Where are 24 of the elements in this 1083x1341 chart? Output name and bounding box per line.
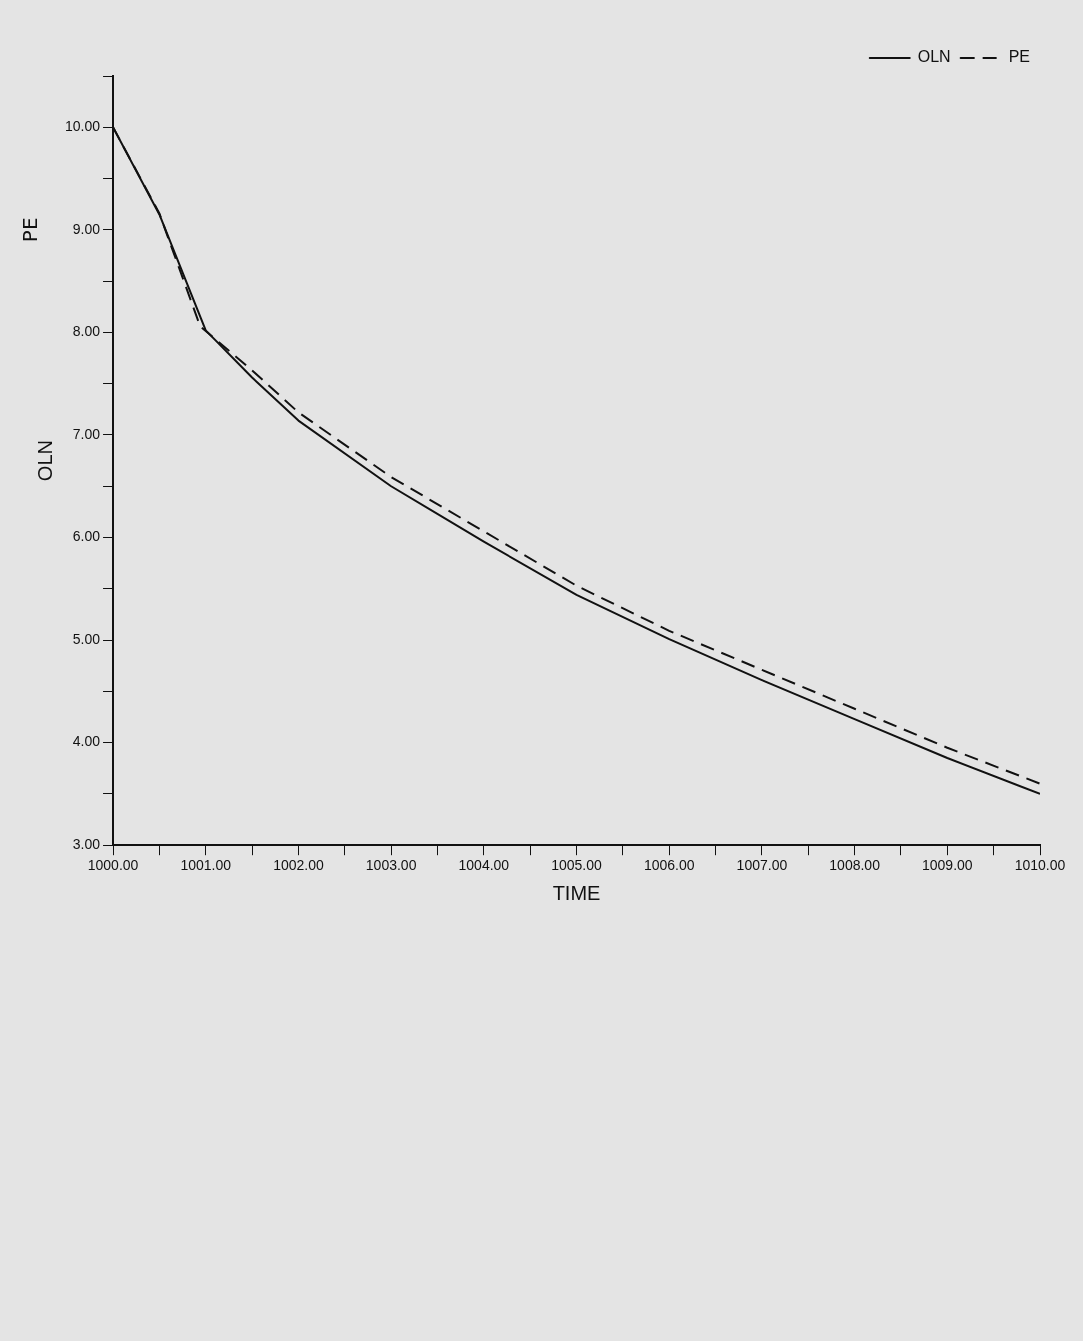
y-axis-title: OLN <box>33 440 56 482</box>
legend-label: OLN <box>917 48 951 66</box>
x-tick-label: 1006.00 <box>643 857 695 874</box>
x-tick-label: 1010.00 <box>1014 857 1066 874</box>
x-tick-label: 1007.00 <box>736 857 788 874</box>
y-tick-label: 6.00 <box>72 528 101 545</box>
x-tick-label: 1001.00 <box>180 857 232 874</box>
x-tick-label: 1009.00 <box>922 857 973 874</box>
legend-label: PE <box>1008 48 1030 66</box>
x-tick-label: 1002.00 <box>273 857 324 874</box>
text: PE <box>18 217 43 243</box>
y-tick-label: 8.00 <box>72 323 101 340</box>
x-tick-label: 1005.00 <box>551 857 603 874</box>
x-tick-label: 1004.00 <box>458 857 510 874</box>
y-tick-label: 10.00 <box>64 118 101 135</box>
y-tick-label: 7.00 <box>72 425 101 442</box>
y-tick-label: 5.00 <box>72 630 101 647</box>
x-tick-label: 1008.00 <box>829 857 881 874</box>
y-tick-label: 4.00 <box>72 733 101 750</box>
x-tick-label: 1000.00 <box>87 857 139 874</box>
x-tick-label: 1003.00 <box>365 857 417 874</box>
y-tick-label: 9.00 <box>72 220 101 237</box>
x-axis-title: TIME <box>552 881 601 904</box>
y-tick-label: 3.00 <box>72 836 101 853</box>
